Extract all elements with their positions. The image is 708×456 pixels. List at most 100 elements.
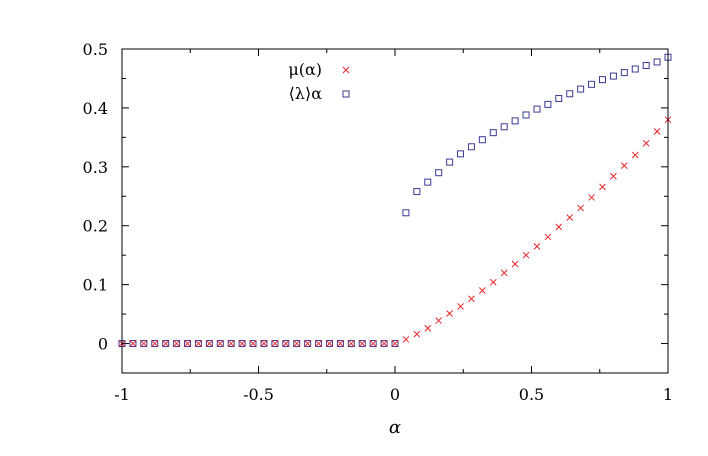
- legend: μ(α) ⟨λ⟩α: [288, 60, 350, 103]
- mu-point: [326, 340, 333, 347]
- lambda-point: [566, 90, 574, 98]
- lambda-point: [522, 111, 530, 119]
- y-tick-label: 0.3: [83, 158, 108, 177]
- mu-point: [271, 340, 279, 347]
- lambda-point: [216, 340, 224, 348]
- lambda-point: [325, 340, 333, 348]
- lambda-point: [391, 340, 399, 348]
- lambda-point: [402, 209, 410, 217]
- mu-point: [468, 295, 475, 303]
- y-tick-label: 0: [98, 335, 108, 354]
- lambda-point: [620, 69, 628, 77]
- mu-point: [140, 340, 148, 347]
- lambda-point: [151, 340, 159, 348]
- lambda-point: [205, 340, 213, 348]
- lambda-point: [162, 340, 170, 348]
- data-marks: [118, 53, 672, 348]
- mu-point: [304, 340, 311, 347]
- mu-point: [216, 340, 224, 347]
- mu-point: [282, 340, 290, 347]
- x-axis-label: α: [389, 417, 401, 438]
- mu-point: [424, 324, 432, 332]
- lambda-point: [511, 117, 519, 125]
- axis-ticks: [121, 48, 669, 374]
- mu-point: [457, 303, 464, 310]
- mu-point: [402, 336, 410, 343]
- lambda-point: [347, 340, 355, 348]
- mu-point: [391, 340, 399, 347]
- mu-point: [435, 317, 443, 324]
- x-tick-label: 0.5: [519, 385, 544, 404]
- series-1: [118, 53, 672, 348]
- mu-point: [620, 162, 628, 169]
- mu-point: [151, 340, 159, 347]
- mu-point: [184, 340, 191, 347]
- lambda-point: [129, 340, 137, 348]
- lambda-point: [184, 340, 192, 348]
- mu-point: [653, 128, 661, 135]
- lambda-point: [435, 169, 443, 177]
- mu-point: [642, 139, 650, 147]
- lambda-point: [533, 105, 541, 113]
- lambda-point: [478, 136, 486, 144]
- mu-point: [577, 204, 584, 212]
- lambda-point: [544, 100, 552, 108]
- lambda-point: [249, 340, 257, 348]
- mu-point: [610, 172, 617, 180]
- lambda-point: [315, 340, 323, 348]
- lambda-point: [194, 340, 202, 348]
- legend-marker: [342, 90, 350, 98]
- legend-marker: [342, 66, 350, 74]
- tick-labels: -1 -0.5 0 0.5 1 0 0.1 0.2 0.3 0.4 0.5: [83, 40, 674, 404]
- legend-label: μ(α): [288, 60, 322, 79]
- mu-point: [238, 340, 246, 347]
- plot-frame: [121, 48, 669, 374]
- lambda-point: [369, 340, 377, 348]
- mu-point: [173, 340, 180, 347]
- lambda-point: [609, 72, 617, 80]
- mu-point: [162, 340, 170, 347]
- x-tick-label: 1: [663, 385, 673, 404]
- lambda-point: [140, 340, 148, 348]
- mu-point: [631, 151, 639, 159]
- lambda-point: [642, 61, 650, 69]
- lambda-point: [424, 178, 432, 186]
- y-tick-label: 0.1: [83, 276, 108, 295]
- mu-point: [588, 194, 595, 201]
- lambda-point: [588, 80, 596, 88]
- mu-point: [347, 340, 355, 347]
- mu-point: [446, 310, 453, 317]
- lambda-point: [413, 188, 421, 196]
- lambda-point: [238, 340, 246, 348]
- lambda-point: [336, 340, 344, 348]
- lambda-point: [446, 158, 454, 166]
- lambda-point: [173, 340, 181, 348]
- lambda-point: [358, 340, 366, 348]
- mu-point: [337, 340, 344, 347]
- mu-point: [479, 287, 486, 294]
- mu-point: [413, 330, 421, 338]
- mu-point: [227, 340, 235, 347]
- lambda-point: [260, 340, 268, 348]
- lambda-point: [467, 143, 475, 151]
- lambda-point: [577, 85, 585, 93]
- lambda-point: [271, 340, 279, 348]
- mu-point: [380, 340, 388, 347]
- mu-point: [369, 340, 377, 347]
- mu-point: [555, 223, 563, 231]
- lambda-point: [282, 340, 290, 348]
- lambda-point: [631, 65, 639, 73]
- mu-point: [293, 340, 301, 347]
- lambda-point: [653, 58, 661, 66]
- lambda-point: [555, 94, 563, 102]
- series-0: [118, 116, 672, 347]
- lambda-point: [227, 340, 235, 348]
- mu-point: [566, 214, 574, 221]
- x-tick-label: 0: [390, 385, 400, 404]
- mu-point: [358, 340, 366, 347]
- lambda-point: [293, 340, 301, 348]
- lambda-point: [500, 123, 508, 131]
- mu-point: [315, 340, 322, 347]
- y-tick-label: 0.2: [83, 217, 108, 236]
- x-tick-label: -1: [114, 385, 130, 404]
